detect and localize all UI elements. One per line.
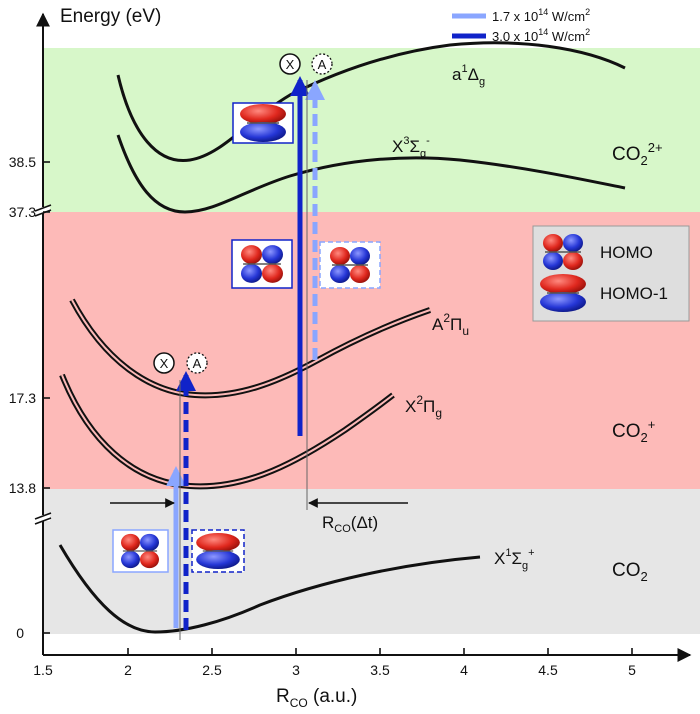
- x-tick-label: 5: [628, 662, 636, 678]
- orbital-box-cation-homo: [231, 239, 293, 289]
- svg-text:A: A: [318, 57, 327, 72]
- orbital-legend: HOMO HOMO-1: [532, 225, 690, 322]
- axis-break-lower: [34, 512, 52, 525]
- legend-label-dark: 3.0 x 1014 W/cm2: [492, 27, 590, 44]
- y-tick-marks: [43, 161, 50, 634]
- legend-homo-label: HOMO: [600, 243, 653, 262]
- y-tick-label: 38.5: [9, 154, 36, 170]
- axis-break-upper: [34, 204, 52, 217]
- state-label-cation-excited: A2Πu: [432, 311, 469, 338]
- svg-text:X: X: [286, 57, 295, 72]
- orbital-box-neutral-homo-1: [191, 529, 245, 573]
- orbital-box-neutral-homo: [112, 529, 169, 573]
- curve-dication-ground: [116, 134, 626, 214]
- svg-text:A: A: [193, 356, 202, 371]
- intensity-legend: 1.7 x 1014 W/cm2 3.0 x 1014 W/cm2: [452, 7, 590, 44]
- species-label-dication: CO22+: [612, 140, 663, 168]
- y-tick-label: 0: [16, 625, 24, 641]
- state-label-dication-ground: X3Σg-: [392, 135, 430, 160]
- x-tick-label: 2.5: [202, 662, 222, 678]
- y-tick-label: 17.3: [9, 390, 36, 406]
- marker-x-bottom: X: [153, 352, 175, 374]
- x-tick-label: 2: [124, 662, 132, 678]
- state-label-dication-excited: a1Δg: [452, 63, 485, 88]
- x-axis-title: RCO (a.u.): [276, 686, 357, 709]
- x-tick-label: 4: [460, 662, 468, 678]
- curve-cation-ground-inner: [61, 374, 394, 488]
- species-label-neutral: CO2: [612, 560, 648, 584]
- marker-a-top: A: [311, 53, 333, 75]
- curve-neutral-ground: [58, 544, 481, 634]
- y-tick-label: 13.8: [9, 480, 36, 496]
- species-label-cation: CO2+: [612, 417, 655, 445]
- x-tick-label: 3.5: [370, 662, 390, 678]
- delta-r-label: RCO(Δt): [322, 513, 378, 535]
- marker-a-bottom: A: [186, 352, 208, 374]
- x-tick-marks: [42, 648, 633, 655]
- legend-homo-1-label: HOMO-1: [600, 284, 668, 303]
- marker-x-top: X: [279, 53, 301, 75]
- orbital-box-cation-homo-dashed: [319, 241, 381, 289]
- y-axis-title: Energy (eV): [60, 6, 161, 27]
- legend-label-light: 1.7 x 1014 W/cm2: [492, 7, 590, 24]
- x-tick-label: 3: [292, 662, 300, 678]
- orbital-box-dication-homo-1: [232, 102, 294, 144]
- x-tick-label: 4.5: [538, 662, 558, 678]
- x-tick-label: 1.5: [33, 662, 53, 678]
- y-tick-label: 37.3: [9, 204, 36, 220]
- curve-cation-excited-inner: [71, 299, 431, 397]
- state-label-cation-ground: X2Πg: [405, 393, 442, 420]
- svg-text:X: X: [160, 356, 169, 371]
- state-label-neutral-ground: X1Σg+: [494, 547, 535, 572]
- region-dication-band: [43, 48, 700, 212]
